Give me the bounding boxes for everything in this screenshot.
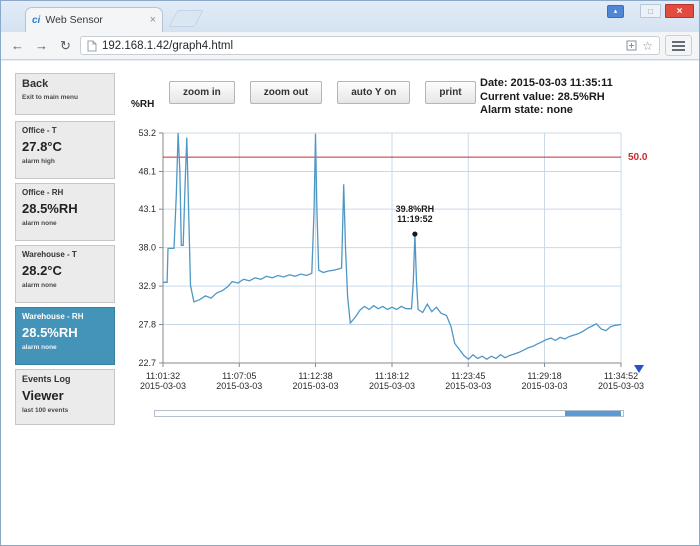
x-tick-time-label: 11:34:52 [604,371,638,381]
x-tick-time-label: 11:07:05 [222,371,256,381]
sidebar-item-value: 28.5%RH [22,201,78,216]
x-tick-time-label: 11:23:45 [451,371,485,381]
bookmark-star-icon[interactable]: ☆ [642,38,653,53]
y-tick-label: 22.7 [138,358,156,368]
status-date: Date: 2015-03-03 11:35:11 [480,77,613,89]
page-document-icon [87,40,97,52]
sidebar-item-title: Warehouse - RH [22,312,84,321]
sidebar-item-back[interactable]: Back Exit to main menu [15,73,115,115]
browser-tab[interactable]: ci Web Sensor × [25,7,163,32]
window-controls: ▴ □ × [607,4,694,18]
close-window-button[interactable]: × [665,4,694,18]
y-tick-label: 38.0 [138,243,156,253]
y-tick-label: 53.2 [138,128,156,138]
x-tick-date-label: 2015-03-03 [292,381,338,391]
menu-icon[interactable] [665,35,692,56]
annotation-time-label: 11:19:52 [397,214,433,224]
url-box[interactable]: 192.168.1.42/graph4.html ☆ [80,36,660,55]
forward-icon[interactable]: → [35,38,48,53]
chart-toolbar: zoom in zoom out auto Y on print [169,81,476,104]
page-content: Back Exit to main menu Office - T 27.8°C… [1,61,699,545]
sidebar-item-sub: alarm none [22,344,57,351]
y-axis-unit-label: %RH [131,99,154,110]
sidebar-item-sub: last 100 events [22,407,69,414]
sidebar-item-warehouse-t[interactable]: Warehouse - T 28.2°C alarm none [15,245,115,303]
scroll-indicator-triangle-icon[interactable] [634,365,644,373]
auto-y-button[interactable]: auto Y on [337,81,411,104]
status-current-value: Current value: 28.5%RH [480,90,605,103]
tab-title: Web Sensor [45,14,103,26]
status-alarm-state: Alarm state: none [480,104,573,116]
x-tick-date-label: 2015-03-03 [369,381,415,391]
sidebar-item-title: Office - T [22,126,57,135]
sidebar-item-sub: Exit to main menu [22,94,78,101]
annotation-value-label: 39.8%RH [396,204,435,214]
scrollbar-thumb[interactable] [564,411,621,416]
new-tab-button[interactable] [168,10,204,27]
annotation-dot [412,231,418,237]
sidebar-item-office-t[interactable]: Office - T 27.8°C alarm high [15,121,115,179]
sidebar-item-title: Events Log [22,374,71,384]
sidebar-item-sub: alarm none [22,282,57,289]
y-tick-label: 32.9 [138,281,156,291]
x-tick-date-label: 2015-03-03 [598,381,644,391]
x-tick-time-label: 11:29:18 [527,371,561,381]
x-tick-date-label: 2015-03-03 [140,381,186,391]
sidebar-item-events-log[interactable]: Events Log Viewer last 100 events [15,369,115,425]
web-sensor-favicon: ci [32,14,41,26]
y-tick-label: 43.1 [138,204,156,214]
x-tick-date-label: 2015-03-03 [521,381,567,391]
tab-strip: ci Web Sensor × ▴ □ × [1,1,699,32]
print-button[interactable]: print [425,81,476,104]
x-tick-date-label: 2015-03-03 [216,381,262,391]
series-line [163,132,622,361]
x-tick-time-label: 11:01:32 [146,371,180,381]
y-tick-label: 48.1 [138,166,156,176]
page-action-icon[interactable] [626,40,637,51]
x-tick-time-label: 11:12:38 [298,371,332,381]
zoom-out-button[interactable]: zoom out [249,81,323,104]
reload-icon[interactable]: ↻ [60,37,71,53]
sidebar-item-title: Office - RH [22,188,64,197]
url-text[interactable]: 192.168.1.42/graph4.html [102,39,234,52]
profile-button[interactable]: ▴ [607,4,624,18]
y-tick-label: 27.8 [138,320,156,330]
back-icon[interactable]: ← [11,38,24,53]
address-bar: ← → ↻ 192.168.1.42/graph4.html ☆ [1,32,699,60]
sidebar-item-title: Back [22,78,49,90]
sidebar-item-value: 27.8°C [22,139,62,154]
sidebar-item-value: 28.2°C [22,263,62,278]
sidebar-item-sub: alarm none [22,220,57,227]
sidebar-item-office-rh[interactable]: Office - RH 28.5%RH alarm none [15,183,115,241]
alarm-threshold-label: 50.0 [628,152,648,163]
sidebar-item-value: 28.5%RH [22,325,78,340]
sidebar-item-warehouse-rh[interactable]: Warehouse - RH 28.5%RH alarm none [15,307,115,365]
chart-scrollbar[interactable] [154,410,624,417]
x-tick-date-label: 2015-03-03 [445,381,491,391]
tab-close-icon[interactable]: × [149,13,156,26]
maximize-button[interactable]: □ [640,4,661,18]
zoom-in-button[interactable]: zoom in [169,81,235,104]
x-tick-time-label: 11:18:12 [375,371,409,381]
status-block: Date: 2015-03-03 11:35:11 Current value:… [480,77,613,118]
sidebar-item-value: Viewer [22,388,64,403]
sidebar-item-title: Warehouse - T [22,250,77,259]
humidity-chart[interactable]: 53.248.143.138.032.927.822.711:01:322015… [121,71,681,421]
sidebar-item-sub: alarm high [22,158,55,165]
